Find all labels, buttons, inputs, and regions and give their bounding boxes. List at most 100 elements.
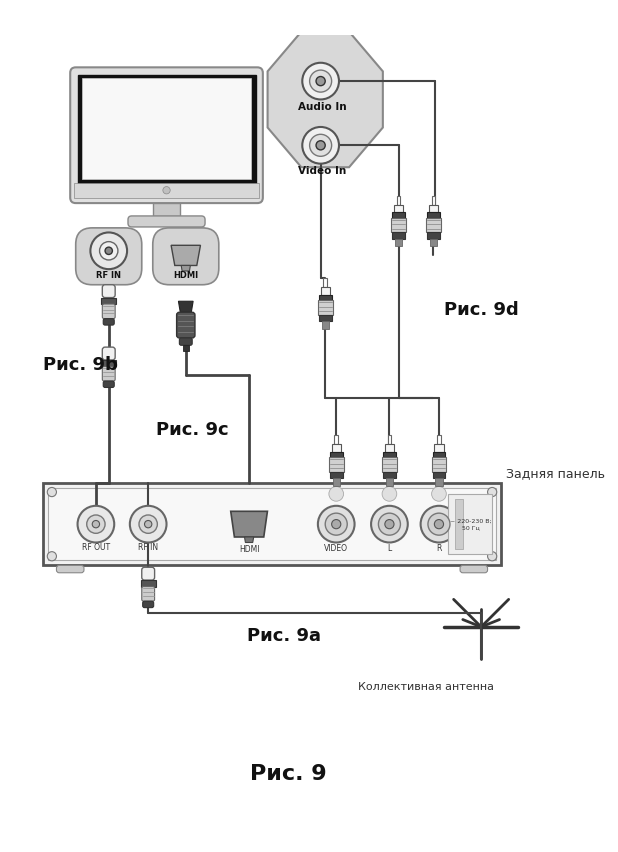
Bar [319, 315, 332, 321]
Bar [429, 205, 438, 212]
Bar [437, 435, 441, 445]
Circle shape [310, 70, 332, 92]
FancyBboxPatch shape [103, 285, 115, 297]
Text: HDMI: HDMI [173, 271, 198, 280]
Bar [433, 472, 446, 478]
Circle shape [488, 551, 497, 561]
Polygon shape [181, 266, 190, 271]
Circle shape [316, 77, 325, 86]
Circle shape [325, 513, 347, 535]
Text: Video In: Video In [298, 166, 347, 176]
Circle shape [382, 486, 397, 501]
Bar [332, 478, 340, 486]
FancyBboxPatch shape [142, 586, 154, 602]
Bar [183, 345, 188, 351]
Bar [77, 75, 255, 185]
Text: Рис. 9b: Рис. 9b [43, 356, 117, 375]
Circle shape [378, 513, 400, 535]
Circle shape [428, 513, 450, 535]
Text: HDMI: HDMI [239, 545, 260, 555]
Bar [387, 435, 391, 445]
Circle shape [302, 63, 339, 100]
Circle shape [431, 486, 446, 501]
Bar [321, 321, 329, 329]
FancyBboxPatch shape [103, 304, 115, 319]
FancyBboxPatch shape [143, 602, 154, 607]
Bar [330, 452, 342, 458]
Bar [392, 212, 405, 218]
FancyBboxPatch shape [177, 312, 195, 338]
Bar [334, 435, 338, 445]
Text: Рис. 9: Рис. 9 [250, 763, 327, 784]
Polygon shape [268, 32, 383, 167]
Polygon shape [171, 245, 200, 266]
Bar [43, 483, 501, 566]
Bar [431, 458, 446, 472]
Text: Рис. 9d: Рис. 9d [444, 302, 519, 320]
Bar [383, 472, 396, 478]
Bar [397, 196, 400, 205]
Circle shape [434, 520, 444, 529]
FancyBboxPatch shape [460, 566, 488, 573]
Text: Задняя панель: Задняя панель [506, 467, 605, 481]
Circle shape [87, 515, 105, 533]
Bar [321, 287, 330, 295]
Bar [323, 279, 327, 287]
Bar [385, 445, 394, 452]
Circle shape [302, 127, 339, 164]
Circle shape [488, 487, 497, 497]
Circle shape [77, 506, 114, 543]
Text: ~ 220-230 В;
50 Гц: ~ 220-230 В; 50 Гц [451, 518, 492, 530]
Circle shape [99, 242, 118, 260]
FancyBboxPatch shape [103, 366, 115, 381]
Text: Рис. 9c: Рис. 9c [156, 421, 228, 439]
Text: VIDEO: VIDEO [324, 544, 348, 554]
FancyBboxPatch shape [103, 381, 114, 388]
Circle shape [371, 506, 408, 543]
Circle shape [130, 506, 166, 543]
Bar [319, 295, 332, 301]
Circle shape [145, 521, 152, 528]
Text: Коллективная антенна: Коллективная антенна [358, 682, 494, 692]
Bar [382, 458, 397, 472]
Bar [427, 233, 440, 239]
Bar [434, 445, 444, 452]
Bar [426, 218, 441, 233]
Text: RF OUT: RF OUT [82, 544, 110, 552]
Bar [101, 360, 116, 366]
Bar [435, 478, 442, 486]
Bar [383, 452, 396, 458]
Bar [329, 458, 344, 472]
Text: L: L [387, 544, 392, 554]
Bar [332, 445, 341, 452]
Circle shape [385, 520, 394, 529]
Text: RF IN: RF IN [138, 544, 158, 552]
FancyBboxPatch shape [128, 216, 205, 227]
Polygon shape [179, 302, 193, 312]
Circle shape [139, 515, 158, 533]
Bar [48, 488, 496, 560]
Circle shape [421, 506, 457, 543]
FancyBboxPatch shape [153, 227, 219, 285]
Circle shape [48, 551, 56, 561]
Circle shape [332, 520, 341, 529]
Circle shape [163, 187, 170, 194]
Circle shape [90, 233, 127, 269]
Circle shape [329, 486, 344, 501]
Bar [394, 205, 403, 212]
Bar [455, 499, 463, 549]
Text: R: R [436, 544, 442, 554]
Bar [391, 218, 406, 233]
Bar [82, 78, 251, 179]
Polygon shape [231, 511, 268, 537]
Bar [330, 472, 342, 478]
Bar [430, 239, 437, 246]
FancyBboxPatch shape [103, 319, 114, 325]
Circle shape [316, 141, 325, 150]
Bar [318, 301, 332, 315]
Text: RF IN: RF IN [96, 271, 121, 280]
Circle shape [318, 506, 355, 543]
Bar [141, 580, 156, 586]
Polygon shape [245, 537, 253, 543]
Bar [433, 452, 446, 458]
